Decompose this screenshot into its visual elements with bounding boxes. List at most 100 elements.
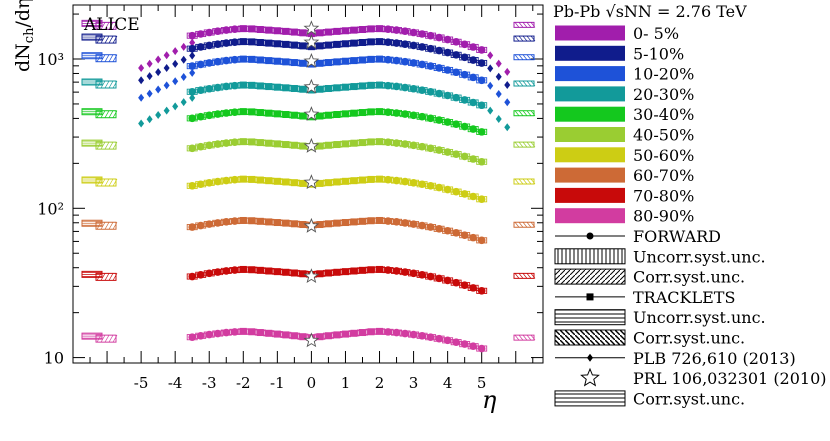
hatch-line [96,178,102,187]
hatch-line [530,222,536,228]
forward-point [418,271,426,279]
legend-swatch [555,86,625,102]
forward-point [196,180,205,189]
forward-point [409,141,418,150]
forward-point [401,27,409,36]
tracklet-point [324,179,332,187]
tracklet-point [316,142,324,150]
hatch-line [112,110,118,118]
tracklet-point [248,217,256,225]
right-corr-box [513,110,535,117]
prl-star [303,332,320,348]
forward-point [222,267,231,275]
y-tick-label: 10² [37,199,64,218]
tracklet-point [299,142,307,150]
forward-point [469,125,477,133]
legend-label: Uncorr.syst.unc. [633,308,766,327]
tracklet-point [290,269,298,277]
forward-point [409,41,418,50]
forward-point [222,139,231,147]
hatch-line [108,273,114,281]
hatch-line [104,54,110,62]
forward-point [477,101,486,110]
forward-point [409,220,418,228]
plb-point [504,98,511,107]
forward-point [188,144,197,153]
forward-point [196,60,205,69]
forward-point [196,332,205,340]
forward-point [426,182,435,190]
tracklet-point [282,111,290,119]
forward-point [443,66,452,74]
forward-point [477,195,486,204]
tracklet-point [239,38,247,46]
forward-point [435,274,443,283]
plb-point [138,76,145,85]
legend-swatch [555,353,625,362]
forward-point [426,114,435,123]
legend-swatch [555,167,625,183]
plb-point [189,51,196,60]
tracklet-point [367,138,375,146]
hatch-line [100,54,106,62]
hatch-line [100,222,106,230]
tracklet-point [367,81,375,89]
tracklet-point [376,327,384,335]
tracklet-point [350,139,358,147]
hatch-line [108,141,114,150]
x-tick-label: -3 [202,374,217,392]
tracklet-point [358,176,366,184]
hatch-line [104,178,110,187]
forward-point [418,221,426,230]
forward-point [452,51,460,59]
legend-swatch [555,25,625,41]
forward-point [452,278,460,287]
hatch-line [108,22,114,30]
tracklet-point [256,139,264,147]
tracklet-point [299,270,307,278]
forward-point [435,183,443,192]
hatch-line [514,80,520,87]
forward-point [469,73,477,82]
plb-point [189,68,196,77]
forward-point [460,96,469,104]
prl-star [303,52,320,68]
tracklet-point [367,217,375,225]
tracklet-point [350,177,358,185]
tracklet-point [376,265,384,273]
tracklet-point [239,327,247,335]
left-corr-box [95,141,117,150]
hatch-line [104,222,110,230]
plb-point [146,89,153,98]
tracklet-point [350,109,358,117]
hatch-line [526,141,532,148]
tracklet-point [265,218,273,226]
forward-point [452,229,460,237]
plb-point [172,77,179,86]
legend-swatch [555,232,625,240]
hatch-line [96,110,102,118]
tracklet-point [324,59,332,67]
forward-point [443,226,452,235]
forward-point [460,70,469,79]
tracklet-point [290,141,298,149]
tracklet-point [256,329,264,337]
legend-hatch-box [554,268,626,285]
x-tick-label: 4 [443,374,453,392]
hatch-line [518,80,524,87]
right-corr-box [513,272,535,279]
legend-swatch [555,187,625,203]
right-corr-box [513,141,535,148]
forward-point [435,46,443,55]
tracklet-point [350,83,358,91]
legend-color-box [555,147,625,163]
tracklet-point [299,179,307,187]
forward-point [230,55,239,64]
tracklet-point [265,39,273,47]
tracklet-point [273,57,281,65]
legend-label: 0- 5% [633,24,679,43]
hatch-line [514,35,520,42]
tracklet-point [358,26,366,34]
tracklet-point [367,108,375,116]
forward-point [460,40,469,49]
